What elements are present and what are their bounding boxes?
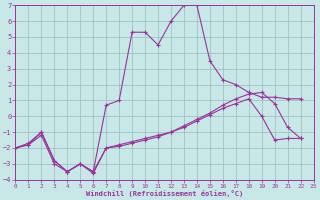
X-axis label: Windchill (Refroidissement éolien,°C): Windchill (Refroidissement éolien,°C) bbox=[86, 190, 243, 197]
